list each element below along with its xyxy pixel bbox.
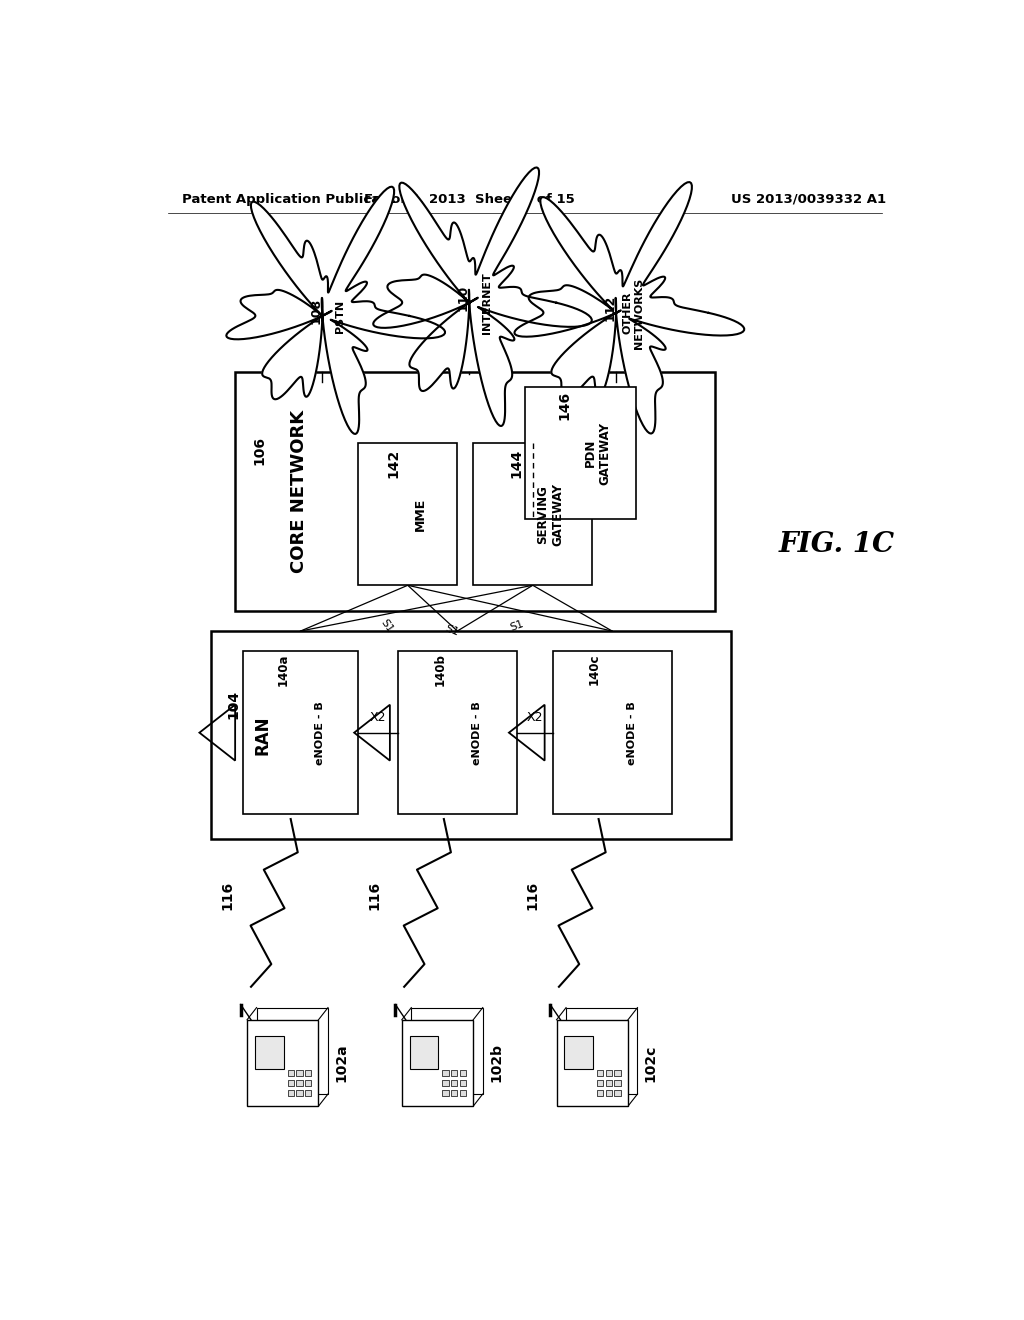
Polygon shape bbox=[373, 168, 592, 426]
Text: X2: X2 bbox=[527, 711, 544, 723]
Bar bbox=[614, 1080, 621, 1086]
Bar bbox=[460, 1069, 466, 1076]
Bar bbox=[442, 1090, 449, 1096]
Text: eNODE - B: eNODE - B bbox=[472, 701, 482, 764]
Bar bbox=[288, 1090, 294, 1096]
Bar bbox=[243, 651, 358, 814]
Bar bbox=[566, 1007, 638, 1094]
Text: 140a: 140a bbox=[276, 653, 290, 686]
Bar bbox=[606, 1080, 612, 1086]
Bar bbox=[236, 372, 715, 611]
Text: OTHER
NETWORKS: OTHER NETWORKS bbox=[623, 277, 644, 348]
Text: S1: S1 bbox=[379, 618, 395, 635]
Bar bbox=[255, 1036, 284, 1069]
Bar bbox=[451, 1069, 458, 1076]
Bar bbox=[460, 1090, 466, 1096]
Text: S1: S1 bbox=[443, 624, 460, 638]
Text: S1: S1 bbox=[509, 619, 525, 634]
Text: 146: 146 bbox=[557, 391, 571, 420]
Text: Feb. 14, 2013  Sheet 3 of 15: Feb. 14, 2013 Sheet 3 of 15 bbox=[364, 193, 574, 206]
Text: 116: 116 bbox=[525, 880, 540, 909]
Text: eNODE - B: eNODE - B bbox=[315, 701, 326, 764]
Bar bbox=[524, 387, 636, 519]
Text: 140b: 140b bbox=[433, 653, 446, 686]
Text: CORE NETWORK: CORE NETWORK bbox=[290, 409, 307, 573]
Text: 102c: 102c bbox=[644, 1044, 657, 1081]
Text: SERVING
GATEWAY: SERVING GATEWAY bbox=[537, 483, 564, 545]
Bar bbox=[614, 1090, 621, 1096]
Bar bbox=[597, 1080, 603, 1086]
Bar bbox=[288, 1080, 294, 1086]
Text: US 2013/0039332 A1: US 2013/0039332 A1 bbox=[731, 193, 886, 206]
Bar bbox=[412, 1007, 482, 1094]
Bar bbox=[442, 1069, 449, 1076]
Text: 108: 108 bbox=[309, 298, 323, 323]
Bar bbox=[257, 1007, 328, 1094]
Bar bbox=[597, 1069, 603, 1076]
Polygon shape bbox=[514, 182, 744, 433]
Text: PDN
GATEWAY: PDN GATEWAY bbox=[584, 421, 611, 484]
Bar bbox=[460, 1080, 466, 1086]
Bar bbox=[211, 631, 731, 840]
Text: 140c: 140c bbox=[588, 653, 601, 685]
Text: 142: 142 bbox=[386, 449, 400, 478]
Text: 116: 116 bbox=[220, 880, 234, 909]
Text: X2: X2 bbox=[370, 711, 386, 723]
Bar bbox=[305, 1069, 311, 1076]
Polygon shape bbox=[226, 186, 445, 434]
Text: MME: MME bbox=[414, 498, 427, 531]
Bar bbox=[397, 651, 517, 814]
Bar bbox=[606, 1069, 612, 1076]
Bar bbox=[401, 1020, 473, 1106]
Text: RAN: RAN bbox=[254, 715, 272, 755]
Bar bbox=[451, 1090, 458, 1096]
Text: FIG. 1C: FIG. 1C bbox=[778, 531, 895, 558]
Text: 106: 106 bbox=[252, 436, 266, 465]
Text: 110: 110 bbox=[457, 285, 469, 310]
Bar bbox=[606, 1090, 612, 1096]
Text: 104: 104 bbox=[226, 690, 241, 719]
Text: 102a: 102a bbox=[334, 1044, 348, 1082]
Bar bbox=[442, 1080, 449, 1086]
Bar bbox=[305, 1080, 311, 1086]
Text: eNODE - B: eNODE - B bbox=[627, 701, 637, 764]
Bar bbox=[564, 1036, 593, 1069]
Bar bbox=[296, 1080, 303, 1086]
Text: 102b: 102b bbox=[489, 1044, 503, 1082]
Bar bbox=[410, 1036, 438, 1069]
Text: PSTN: PSTN bbox=[335, 300, 345, 333]
Text: 144: 144 bbox=[510, 449, 524, 478]
Text: INTERNET: INTERNET bbox=[481, 272, 492, 334]
Bar bbox=[451, 1080, 458, 1086]
Bar bbox=[288, 1069, 294, 1076]
Bar bbox=[305, 1090, 311, 1096]
Bar bbox=[358, 444, 458, 585]
Bar bbox=[597, 1090, 603, 1096]
Bar bbox=[553, 651, 672, 814]
Bar bbox=[556, 1020, 628, 1106]
Text: Patent Application Publication: Patent Application Publication bbox=[182, 193, 410, 206]
Bar bbox=[296, 1090, 303, 1096]
Bar bbox=[296, 1069, 303, 1076]
Bar bbox=[247, 1020, 318, 1106]
Text: 116: 116 bbox=[367, 880, 381, 909]
Text: 112: 112 bbox=[603, 294, 616, 321]
Bar bbox=[473, 444, 592, 585]
Bar bbox=[614, 1069, 621, 1076]
